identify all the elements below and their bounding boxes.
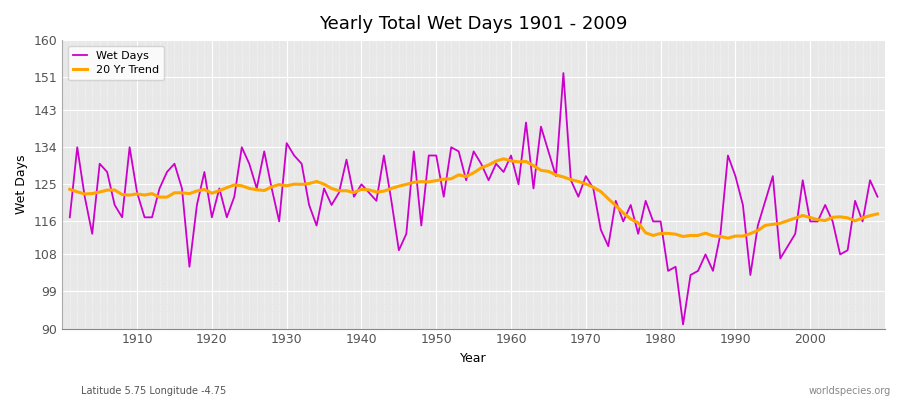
Wet Days <box>678 322 688 327</box>
Line: Wet Days: Wet Days <box>70 73 878 324</box>
20 Yr Trend <box>334 188 345 193</box>
Wet Days <box>124 145 135 150</box>
20 Yr Trend <box>723 236 734 240</box>
Wet Days <box>289 153 300 158</box>
Wet Days <box>65 215 76 220</box>
20 Yr Trend <box>289 182 300 186</box>
Wet Days <box>603 244 614 248</box>
Line: 20 Yr Trend: 20 Yr Trend <box>70 159 878 238</box>
Legend: Wet Days, 20 Yr Trend: Wet Days, 20 Yr Trend <box>68 46 165 80</box>
Wet Days <box>499 170 509 174</box>
Wet Days <box>334 190 345 195</box>
20 Yr Trend <box>513 160 524 164</box>
20 Yr Trend <box>872 212 883 216</box>
X-axis label: Year: Year <box>460 352 487 365</box>
20 Yr Trend <box>124 193 135 198</box>
Wet Days <box>506 153 517 158</box>
Text: Latitude 5.75 Longitude -4.75: Latitude 5.75 Longitude -4.75 <box>81 386 226 396</box>
20 Yr Trend <box>603 196 614 201</box>
Y-axis label: Wet Days: Wet Days <box>15 154 28 214</box>
20 Yr Trend <box>499 156 509 161</box>
Title: Yearly Total Wet Days 1901 - 2009: Yearly Total Wet Days 1901 - 2009 <box>320 15 628 33</box>
20 Yr Trend <box>506 158 517 163</box>
Text: worldspecies.org: worldspecies.org <box>809 386 891 396</box>
20 Yr Trend <box>65 187 76 192</box>
Wet Days <box>872 194 883 199</box>
Wet Days <box>558 71 569 76</box>
